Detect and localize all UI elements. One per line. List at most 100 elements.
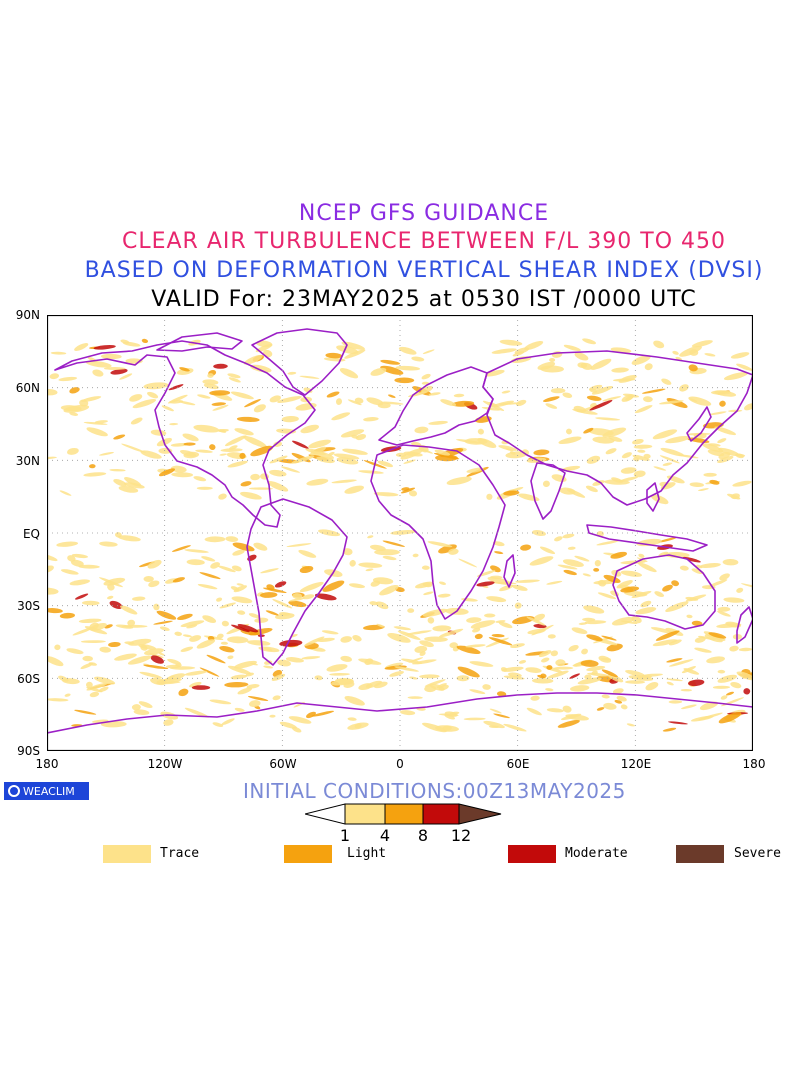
turbulence-patch: [601, 635, 617, 641]
turbulence-patch: [180, 449, 197, 457]
turbulence-patch: [607, 674, 624, 683]
turbulence-patch: [155, 681, 181, 685]
turbulence-patch: [438, 628, 464, 638]
turbulence-patch: [147, 559, 162, 569]
turbulence-patch: [486, 596, 507, 603]
turbulence-patch: [570, 685, 590, 692]
turbulence-patch: [287, 371, 297, 375]
turbulence-patch: [182, 634, 192, 638]
turbulence-patch: [314, 593, 337, 601]
turbulence-patch: [509, 451, 516, 455]
turbulence-patch: [722, 558, 739, 566]
turbulence-patch: [132, 596, 146, 601]
turbulence-patch: [342, 548, 353, 556]
colorbar: [305, 803, 502, 825]
turbulence-patch: [206, 654, 226, 664]
turbulence-patch: [279, 721, 298, 729]
turbulence-patch: [47, 554, 58, 562]
turbulence-patch: [248, 613, 261, 619]
legend-swatch-trace: [103, 845, 151, 863]
turbulence-patch: [227, 373, 241, 379]
turbulence-patch: [419, 674, 440, 679]
turbulence-patch: [569, 673, 580, 679]
turbulence-patch: [680, 688, 692, 692]
turbulence-patch: [668, 700, 683, 704]
turbulence-patch: [652, 429, 678, 440]
turbulence-patch: [681, 704, 697, 710]
turbulence-patch: [224, 435, 247, 447]
turbulence-patch: [172, 577, 185, 583]
turbulence-patch: [666, 678, 683, 682]
turbulence-patch: [86, 681, 93, 688]
turbulence-patch: [577, 677, 602, 685]
turbulence-patch: [525, 667, 542, 673]
colorbar-tick-4: 4: [379, 826, 391, 845]
turbulence-patch: [574, 352, 589, 361]
coast-indonesia: [586, 524, 708, 552]
turbulence-patch: [249, 700, 261, 708]
turbulence-patch: [720, 695, 728, 700]
turbulence-patch: [130, 417, 143, 425]
turbulence-patch: [557, 564, 578, 570]
turbulence-patch: [485, 369, 505, 377]
turbulence-patch: [103, 367, 126, 370]
turbulence-patch: [184, 707, 210, 718]
turbulence-patch: [89, 691, 100, 698]
turbulence-patch: [193, 424, 220, 433]
turbulence-patch: [439, 581, 446, 585]
legend-swatch-moderate: [508, 845, 556, 863]
turbulence-patch: [717, 674, 738, 683]
turbulence-patch: [501, 390, 511, 394]
turbulence-patch: [499, 339, 523, 346]
turbulence-patch: [643, 396, 653, 403]
turbulence-patch: [326, 664, 348, 672]
turbulence-patch: [616, 695, 627, 702]
turbulence-patch: [422, 349, 435, 354]
turbulence-patch: [47, 608, 63, 614]
turbulence-patch: [663, 551, 690, 558]
turbulence-patch: [708, 579, 728, 588]
turbulence-patch: [553, 666, 574, 670]
turbulence-patch: [216, 633, 224, 639]
turbulence-patch: [277, 659, 291, 667]
turbulence-patch: [668, 659, 694, 667]
turbulence-patch: [601, 669, 618, 678]
turbulence-patch: [333, 453, 360, 460]
turbulence-patch: [527, 628, 546, 635]
turbulence-patch: [331, 678, 354, 686]
colorbar-segment-light: [384, 803, 424, 825]
turbulence-patch: [74, 709, 97, 715]
turbulence-patch: [643, 453, 651, 459]
turbulence-patch: [633, 444, 653, 449]
turbulence-patch: [316, 456, 335, 464]
turbulence-patch: [186, 559, 205, 566]
turbulence-patch: [227, 460, 248, 468]
turbulence-patch: [342, 448, 368, 455]
turbulence-patch: [250, 445, 274, 457]
turbulence-patch: [688, 364, 698, 372]
turbulence-patch: [708, 411, 727, 416]
turbulence-patch: [625, 680, 646, 684]
coast-north-america: [54, 340, 316, 528]
turbulence-patch: [723, 597, 745, 603]
turbulence-patch: [542, 396, 560, 402]
turbulence-patch: [718, 712, 742, 724]
lat-label-30n: 30N: [15, 454, 40, 468]
turbulence-patch: [616, 580, 633, 589]
turbulence-patch: [631, 355, 651, 365]
turbulence-patch: [398, 346, 417, 355]
turbulence-patch: [230, 391, 254, 400]
turbulence-patch: [620, 586, 640, 593]
turbulence-patch: [176, 368, 194, 375]
turbulence-patch: [582, 617, 596, 622]
turbulence-patch: [665, 436, 690, 444]
turbulence-patch: [211, 402, 226, 406]
turbulence-patch: [80, 640, 106, 644]
turbulence-patch: [662, 584, 673, 592]
turbulence-patch: [202, 615, 217, 623]
turbulence-patch: [658, 537, 677, 543]
turbulence-patch: [367, 535, 374, 539]
turbulence-patch: [611, 477, 623, 483]
turbulence-patch: [184, 670, 208, 676]
turbulence-patch: [231, 565, 242, 572]
